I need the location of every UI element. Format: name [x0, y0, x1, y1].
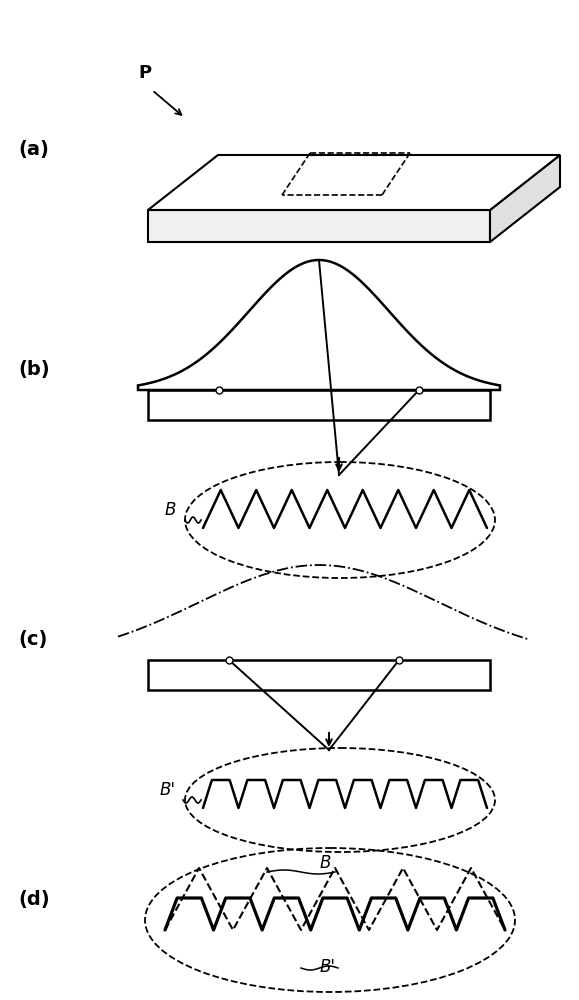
Text: (c): (c) — [18, 631, 47, 650]
Text: B: B — [320, 854, 331, 872]
Text: P: P — [138, 64, 151, 82]
Polygon shape — [138, 260, 500, 390]
Text: B': B' — [160, 781, 176, 799]
Polygon shape — [490, 155, 560, 242]
Bar — [148, 390, 490, 420]
Text: (d): (d) — [18, 890, 50, 910]
Text: B: B — [165, 501, 177, 519]
Text: (a): (a) — [18, 140, 49, 159]
Text: (b): (b) — [18, 360, 50, 379]
Bar — [148, 660, 490, 690]
Text: B': B' — [320, 958, 336, 976]
Polygon shape — [148, 210, 490, 242]
Polygon shape — [148, 155, 560, 210]
